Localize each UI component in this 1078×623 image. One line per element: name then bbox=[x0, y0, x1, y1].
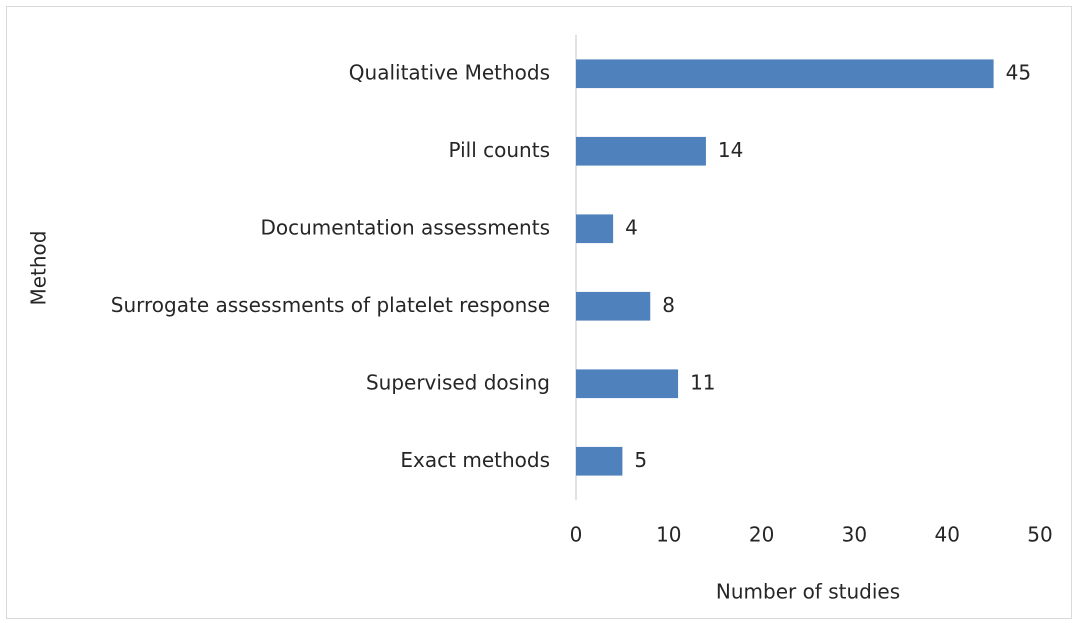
data-label: 11 bbox=[690, 370, 715, 394]
data-label: 4 bbox=[625, 215, 638, 239]
bar bbox=[576, 136, 706, 166]
bar bbox=[576, 291, 651, 321]
bar bbox=[576, 59, 994, 89]
x-tick-label: 0 bbox=[570, 523, 583, 547]
data-label: 8 bbox=[662, 293, 675, 317]
y-tick-label: Supervised dosing bbox=[366, 370, 550, 394]
bar bbox=[576, 446, 623, 476]
y-tick-label: Qualitative Methods bbox=[349, 60, 550, 84]
y-axis-label: Method bbox=[27, 230, 51, 305]
data-label: 5 bbox=[634, 448, 647, 472]
bar bbox=[576, 214, 614, 244]
data-label: 45 bbox=[1006, 60, 1031, 84]
x-tick-label: 10 bbox=[656, 523, 681, 547]
bar bbox=[576, 369, 679, 399]
y-tick-label: Documentation assessments bbox=[260, 215, 550, 239]
x-axis-label: Number of studies bbox=[716, 580, 900, 604]
x-tick-label: 20 bbox=[749, 523, 774, 547]
y-tick-label: Surrogate assessments of platelet respon… bbox=[111, 293, 550, 317]
data-label: 14 bbox=[718, 138, 743, 162]
x-tick-label: 50 bbox=[1027, 523, 1052, 547]
x-tick-label: 30 bbox=[842, 523, 867, 547]
x-tick-label: 40 bbox=[934, 523, 959, 547]
y-tick-label: Pill counts bbox=[449, 138, 551, 162]
y-tick-label: Exact methods bbox=[400, 448, 550, 472]
chart-border bbox=[6, 6, 1072, 619]
